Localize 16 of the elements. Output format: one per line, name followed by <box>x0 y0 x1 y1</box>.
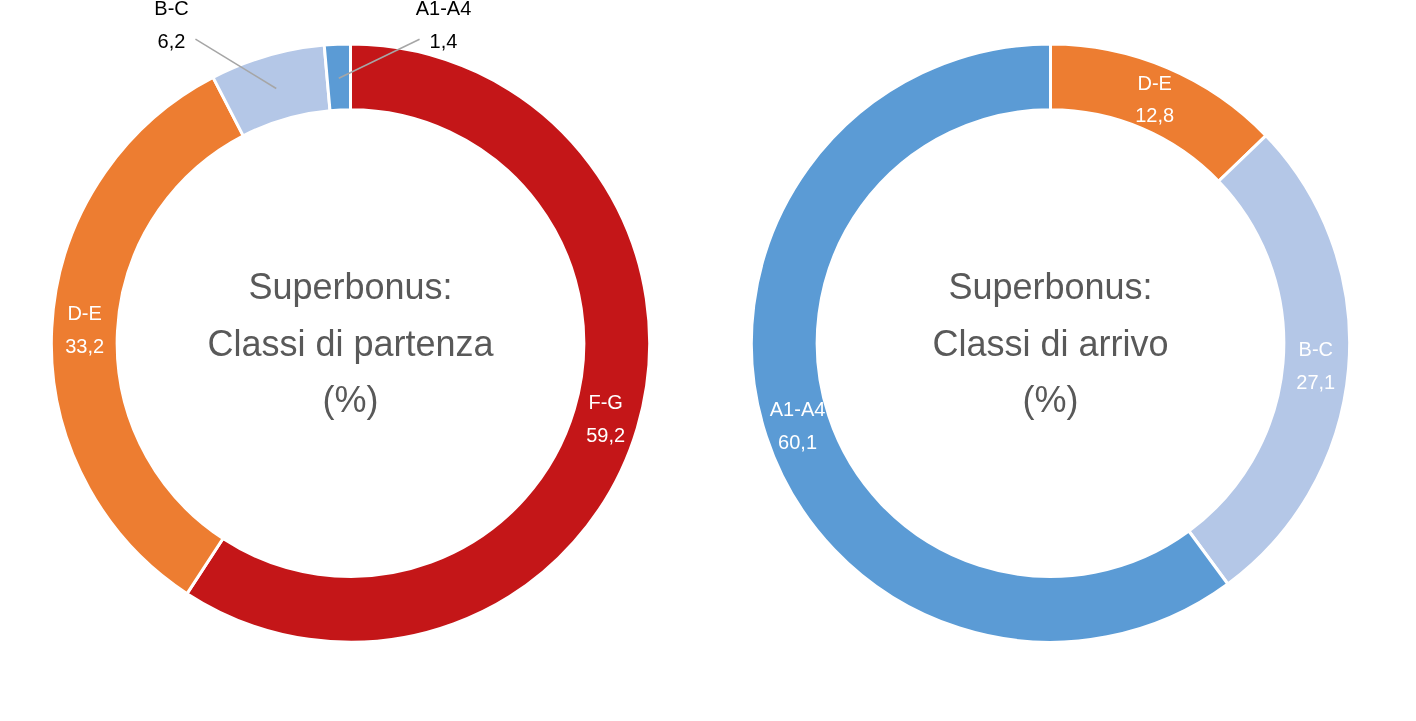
slice-label: D-E <box>67 302 102 325</box>
data-label: 60,1 <box>778 431 818 454</box>
slice-label: F-G <box>588 391 623 414</box>
data-label: 12,8 <box>1135 104 1175 127</box>
slice-label: A1-A4 <box>769 398 826 421</box>
slice-label: D-E <box>1137 71 1172 94</box>
data-label: 59,2 <box>586 424 626 447</box>
data-label: 33,2 <box>65 335 105 358</box>
text: Superbonus: Classi di arrivo (%) <box>932 266 1169 421</box>
slice-label: B-C <box>154 0 189 19</box>
data-label: 27,1 <box>1296 370 1336 393</box>
data-label: 6,2 <box>157 29 186 52</box>
text: Superbonus: Classi di partenza (%) <box>207 266 495 421</box>
data-label: 1,4 <box>429 29 458 52</box>
slice-label: B-C <box>1298 338 1334 361</box>
slice-label: A1-A4 <box>415 0 472 19</box>
